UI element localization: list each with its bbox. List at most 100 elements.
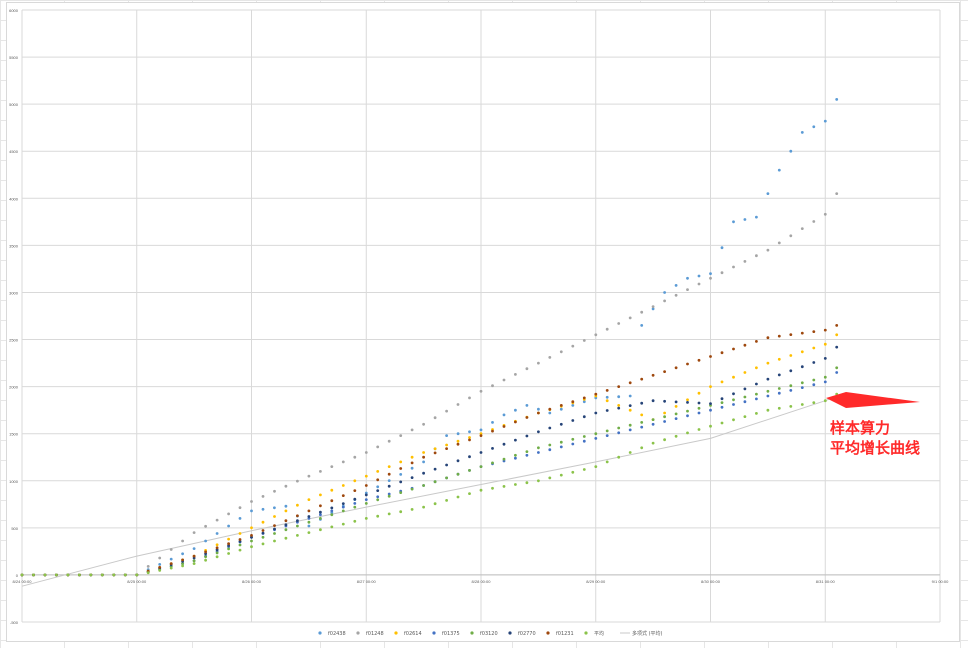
data-point: [548, 356, 552, 359]
data-point: [387, 479, 391, 482]
data-point: [835, 366, 839, 370]
data-points: [20, 98, 839, 577]
data-point: [835, 345, 839, 349]
data-point: [387, 465, 391, 468]
data-point: [341, 509, 345, 513]
data-point: [273, 515, 276, 518]
data-point: [261, 531, 265, 535]
data-point: [525, 367, 529, 371]
data-point: [812, 401, 816, 404]
data-point: [663, 420, 666, 423]
data-point: [422, 484, 425, 487]
data-point: [330, 488, 334, 492]
data-point: [651, 307, 655, 311]
data-point: [456, 495, 460, 499]
data-point: [410, 428, 414, 432]
annotation-line-2: 平均增长曲线: [830, 439, 921, 457]
data-point: [537, 411, 540, 415]
data-point: [537, 430, 540, 434]
data-point: [812, 220, 816, 223]
data-point: [514, 408, 517, 412]
data-point: [319, 470, 322, 473]
data-point: [32, 573, 35, 577]
plot-axes: -500 0 500 1000 1500 2000 2500 3000 3500 4000 4500…: [9, 8, 949, 625]
data-point: [559, 350, 563, 354]
data-point: [571, 419, 575, 422]
data-point: [215, 543, 219, 547]
legend-label: 多项式 (平均): [632, 630, 663, 637]
data-point: [559, 473, 563, 477]
data-point: [709, 272, 712, 275]
data-point: [835, 98, 839, 101]
data-point: [800, 331, 804, 335]
data-point: [479, 488, 483, 492]
data-point: [525, 416, 529, 419]
legend-label: f03120: [480, 631, 498, 637]
data-point: [812, 361, 816, 364]
data-point: [777, 334, 781, 338]
data-point: [169, 562, 173, 565]
data-point: [364, 498, 368, 501]
data-point: [594, 437, 598, 440]
data-point: [720, 246, 724, 250]
x-tick-label: 8/29 00:00: [586, 579, 606, 584]
data-point: [112, 573, 116, 577]
legend-swatch: [546, 631, 550, 635]
data-point: [800, 381, 804, 385]
data-point: [433, 467, 437, 471]
data-point: [387, 439, 391, 443]
data-point: [502, 413, 506, 417]
data-point: [663, 299, 666, 303]
data-point: [227, 542, 231, 546]
data-point: [181, 558, 185, 562]
data-point: [158, 566, 162, 569]
data-point: [468, 430, 471, 434]
legend-swatch: [584, 631, 588, 635]
data-point: [100, 573, 104, 577]
data-point: [273, 489, 276, 493]
data-point: [445, 443, 448, 447]
data-point: [273, 524, 276, 527]
data-point: [663, 399, 666, 403]
data-point: [755, 254, 758, 258]
data-point: [330, 513, 334, 517]
data-point: [697, 391, 701, 395]
data-point: [387, 494, 391, 498]
data-point: [640, 401, 644, 405]
data-point: [399, 491, 403, 494]
data-point: [78, 573, 81, 577]
data-point: [284, 504, 288, 508]
data-point: [755, 215, 758, 219]
data-point: [215, 518, 219, 522]
data-point: [468, 436, 471, 439]
data-point: [273, 532, 276, 535]
data-point: [250, 526, 253, 530]
data-point: [514, 456, 517, 460]
data-point: [582, 396, 586, 400]
data-point: [663, 411, 666, 415]
y-tick-label: 2500: [9, 338, 19, 343]
legend-label: f01248: [366, 631, 384, 637]
data-point: [732, 392, 735, 396]
data-point: [284, 509, 288, 513]
y-tick-label: 1000: [9, 479, 19, 484]
data-point: [341, 494, 345, 497]
data-point: [376, 470, 380, 473]
data-point: [812, 330, 816, 333]
y-tick-label: 4000: [9, 196, 19, 201]
legend-label: f01231: [556, 631, 574, 637]
data-point: [663, 370, 666, 373]
legend-swatch: [470, 631, 474, 635]
data-point: [537, 479, 540, 483]
chart-area[interactable]: [6, 2, 960, 642]
data-point: [364, 502, 368, 505]
data-point: [192, 554, 196, 558]
data-point: [330, 506, 334, 510]
data-point: [559, 422, 563, 426]
data-point: [376, 489, 380, 492]
data-point: [146, 565, 150, 568]
data-point: [800, 350, 804, 354]
data-point: [261, 542, 265, 546]
data-point: [835, 371, 839, 374]
data-point: [296, 524, 299, 528]
